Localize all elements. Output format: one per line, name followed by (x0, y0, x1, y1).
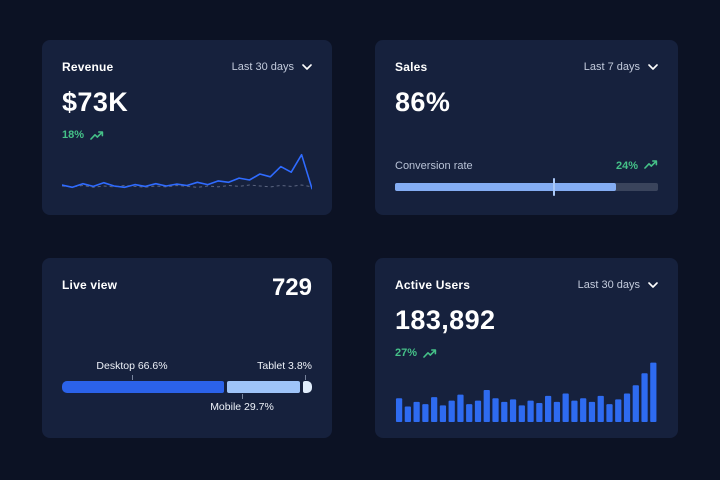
active-users-bar (492, 398, 499, 422)
active-users-bar (597, 395, 604, 422)
active-users-title: Active Users (395, 278, 471, 292)
active-users-value: 183,892 (395, 305, 496, 335)
trend-up-icon (423, 348, 437, 358)
revenue-line-main (62, 153, 312, 190)
sales-range-label: Last 7 days (583, 61, 640, 73)
mobile-tick (242, 394, 243, 399)
active-users-bar (536, 403, 543, 422)
chevron-down-icon (302, 64, 312, 70)
conversion-progress-fill (395, 183, 616, 191)
conversion-row: Conversion rate 24% (395, 160, 658, 172)
tablet-share-label: Tablet 3.8% (257, 360, 312, 372)
dashboard-grid: Revenue Last 30 days $73K 18% Sales Last (42, 40, 678, 438)
live-view-value: 729 (271, 274, 312, 301)
revenue-card: Revenue Last 30 days $73K 18% (42, 40, 332, 215)
device-split: Desktop 66.6% Tablet 3.8% Mobile 29.7% (62, 360, 312, 414)
sales-title: Sales (395, 60, 428, 74)
live-view-header: Live view 729 (62, 274, 312, 302)
active-users-card: Active Users Last 30 days 183,892 27% (375, 258, 678, 438)
active-users-bar (650, 362, 657, 422)
active-users-bar (448, 400, 455, 422)
device-split-top-ticks (62, 374, 312, 381)
active-users-bar (474, 400, 482, 422)
revenue-delta-value: 18% (62, 129, 85, 141)
active-users-bar (562, 393, 569, 422)
active-users-bar (615, 399, 622, 422)
active-users-bar (580, 398, 587, 422)
revenue-range-dropdown[interactable]: Last 30 days (232, 61, 312, 73)
revenue-range-label: Last 30 days (231, 61, 294, 73)
active-users-bar (395, 398, 403, 422)
revenue-card-header: Revenue Last 30 days (62, 60, 312, 74)
revenue-line-baseline (62, 184, 312, 188)
conversion-progress-track (395, 178, 658, 196)
live-view-title: Live view (62, 278, 118, 292)
conversion-rate-label: Conversion rate (395, 160, 473, 172)
active-users-bar (623, 393, 631, 422)
segment-mobile (227, 381, 300, 393)
active-users-range-label: Last 30 days (577, 279, 640, 291)
active-users-bar (553, 401, 561, 422)
chevron-down-icon (648, 282, 658, 288)
conversion-delta: 24% (616, 160, 658, 172)
active-users-bar (413, 401, 420, 422)
device-split-bottom-ticks (62, 393, 312, 400)
desktop-tick (132, 375, 133, 380)
segment-tablet (302, 381, 312, 393)
sales-card-header: Sales Last 7 days (395, 60, 658, 74)
segment-desktop (62, 381, 225, 393)
live-view-card: Live view 729 Desktop 66.6% Tablet 3.8% … (42, 258, 332, 438)
active-users-bar (518, 405, 525, 422)
sales-range-dropdown[interactable]: Last 7 days (584, 61, 658, 73)
active-users-bar (606, 404, 613, 422)
conversion-delta-value: 24% (615, 160, 638, 172)
active-users-range-dropdown[interactable]: Last 30 days (578, 279, 658, 291)
desktop-share-label: Desktop 66.6% (96, 360, 168, 372)
active-users-bar (571, 400, 578, 422)
active-users-bar (404, 406, 411, 422)
device-split-top-labels: Desktop 66.6% Tablet 3.8% (62, 360, 312, 374)
device-split-bar (62, 381, 312, 393)
active-users-bar (588, 401, 596, 422)
active-users-bar (457, 394, 464, 422)
revenue-delta: 18% (62, 129, 312, 141)
active-users-bar (431, 397, 438, 422)
trend-up-icon (90, 130, 104, 140)
active-users-bar (509, 399, 517, 422)
active-users-bar (466, 404, 473, 422)
tablet-tick (304, 375, 306, 380)
active-users-header: Active Users Last 30 days (395, 278, 658, 292)
active-users-bar (422, 404, 429, 422)
active-users-bar (632, 385, 639, 422)
device-split-bottom-labels: Mobile 29.7% (62, 400, 312, 414)
active-users-bar (641, 373, 648, 422)
revenue-value: $73K (62, 87, 129, 117)
revenue-line-chart (62, 153, 312, 190)
trend-up-icon (644, 160, 658, 172)
active-users-bar (545, 395, 552, 422)
sales-card: Sales Last 7 days 86% Conversion rate 24… (375, 40, 678, 215)
sales-value: 86% (395, 87, 451, 117)
active-users-bar (527, 400, 534, 422)
active-users-bar (483, 389, 490, 422)
active-users-delta: 27% (395, 347, 658, 359)
active-users-bar-chart (395, 362, 657, 422)
conversion-progress-marker[interactable] (552, 178, 555, 196)
active-users-bar (501, 401, 508, 422)
active-users-delta-value: 27% (395, 347, 418, 359)
revenue-title: Revenue (62, 60, 114, 74)
active-users-bar (439, 405, 447, 422)
chevron-down-icon (648, 64, 658, 70)
mobile-share-label: Mobile 29.7% (210, 401, 274, 413)
